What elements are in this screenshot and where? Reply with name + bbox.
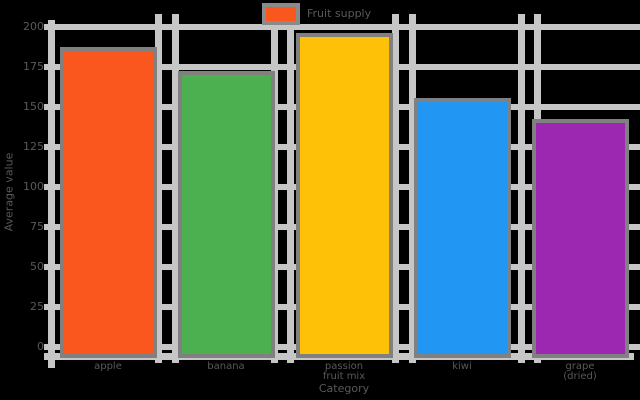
y-tick-label: 75: [30, 220, 44, 233]
y-tick-label: 50: [30, 260, 44, 273]
y-tick-label: 150: [23, 100, 44, 113]
bar: [413, 98, 511, 358]
x-tick-label: banana: [207, 361, 245, 372]
y-tick-label: 0: [37, 340, 44, 353]
gridline-v: [391, 14, 399, 363]
y-tick-label: 125: [23, 140, 44, 153]
y-axis-title: Average value: [2, 152, 16, 232]
x-tick-label: grape (dried): [563, 361, 597, 382]
y-axis-spine: [47, 20, 55, 368]
x-tick-label: passion fruit mix: [322, 361, 366, 382]
y-tick-label: 100: [23, 180, 44, 193]
bar: [531, 119, 629, 358]
bar: [59, 47, 157, 358]
bar: [295, 32, 393, 358]
gridline-v: [517, 14, 525, 363]
y-tick-label: 175: [23, 60, 44, 73]
bar: [177, 71, 275, 358]
x-tick-label: kiwi: [452, 361, 472, 372]
legend-swatch: [262, 3, 300, 25]
gridline-h: [44, 24, 640, 30]
y-tick-label: 25: [30, 300, 44, 313]
x-tick-label: apple: [94, 361, 122, 372]
y-tick-label: 200: [23, 20, 44, 33]
gridline-v: [408, 14, 416, 363]
legend: Fruit supply: [262, 3, 371, 25]
gridline-v: [286, 14, 294, 363]
x-axis-title: Category: [318, 382, 370, 395]
gridline-v: [171, 14, 179, 363]
legend-label: Fruit supply: [307, 7, 372, 20]
gridline-v: [154, 14, 162, 363]
